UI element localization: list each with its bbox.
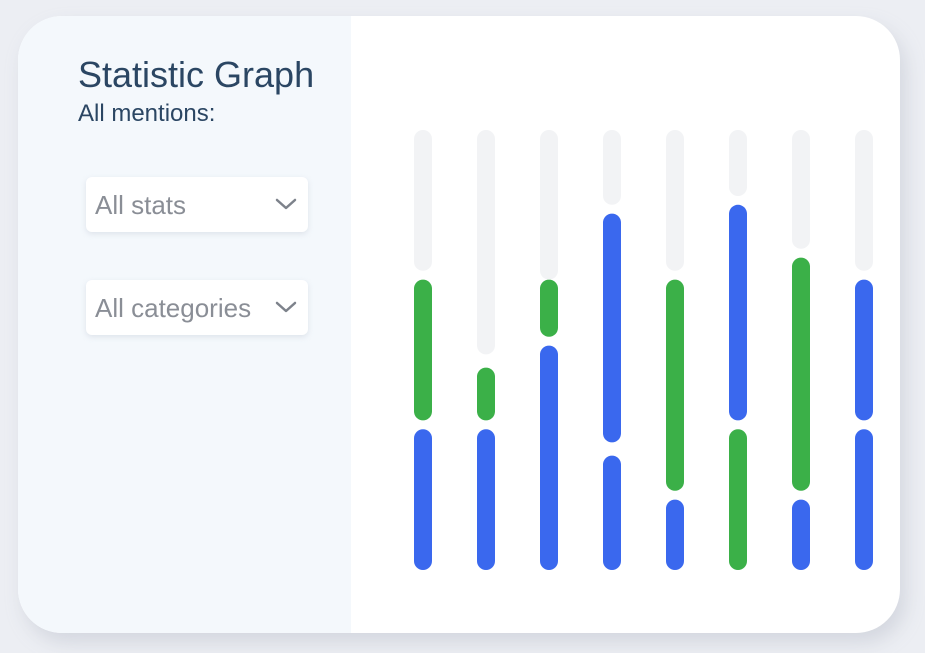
chart-column	[603, 130, 621, 570]
chart-segment-track	[855, 130, 873, 271]
chart-segment-green	[540, 279, 558, 337]
stacked-bar-chart	[414, 130, 873, 570]
chart-segment-track	[477, 130, 495, 355]
chart-segment-blue	[603, 213, 621, 443]
statistic-card: Statistic Graph All mentions: All stats …	[18, 16, 900, 633]
chart-segment-green	[729, 429, 747, 570]
chevron-down-icon	[275, 301, 297, 313]
stats-dropdown-label: All stats	[95, 190, 187, 220]
chart-segment-blue	[792, 499, 810, 570]
chart-segment-blue	[603, 455, 621, 570]
chevron-down-icon	[275, 198, 297, 210]
chart-area	[351, 16, 900, 633]
chart-column	[792, 130, 810, 570]
stats-dropdown[interactable]: All stats	[86, 177, 308, 232]
chart-segment-green	[414, 279, 432, 421]
chart-segment-green	[792, 257, 810, 491]
chart-column	[477, 130, 495, 570]
chart-segment-blue	[414, 429, 432, 570]
left-panel: Statistic Graph All mentions: All stats …	[18, 16, 351, 633]
chart-column	[414, 130, 432, 570]
chart-segment-blue	[540, 345, 558, 570]
chart-segment-blue	[729, 204, 747, 421]
chart-column	[729, 130, 747, 570]
categories-dropdown-label: All categories	[95, 293, 252, 323]
categories-dropdown[interactable]: All categories	[86, 280, 308, 335]
chart-segment-blue	[855, 429, 873, 570]
chart-segment-track	[603, 130, 621, 205]
chart-segment-track	[729, 130, 747, 196]
chart-segment-green	[666, 279, 684, 491]
chart-segment-track	[792, 130, 810, 249]
page-title: Statistic Graph	[78, 54, 315, 95]
chart-column	[855, 130, 873, 570]
chart-segment-blue	[666, 499, 684, 570]
chart-segment-blue	[477, 429, 495, 570]
chart-column	[666, 130, 684, 570]
chart-column	[540, 130, 558, 570]
page-subtitle: All mentions:	[78, 100, 216, 127]
chart-segment-track	[540, 130, 558, 280]
chart-segment-blue	[855, 279, 873, 421]
chart-segment-green	[477, 367, 495, 421]
chart-segment-track	[666, 130, 684, 271]
chart-segment-track	[414, 130, 432, 271]
